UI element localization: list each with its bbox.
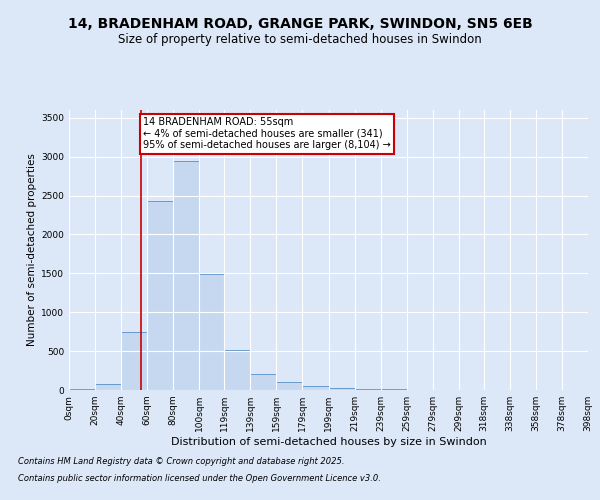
X-axis label: Distribution of semi-detached houses by size in Swindon: Distribution of semi-detached houses by …: [170, 437, 487, 447]
Text: 14 BRADENHAM ROAD: 55sqm
← 4% of semi-detached houses are smaller (341)
95% of s: 14 BRADENHAM ROAD: 55sqm ← 4% of semi-de…: [143, 117, 391, 150]
Bar: [199, 274, 224, 390]
Bar: [121, 332, 147, 390]
Text: 14, BRADENHAM ROAD, GRANGE PARK, SWINDON, SN5 6EB: 14, BRADENHAM ROAD, GRANGE PARK, SWINDON…: [68, 18, 532, 32]
Bar: [250, 374, 277, 390]
Bar: [302, 386, 329, 390]
Bar: [173, 160, 199, 390]
Bar: [329, 388, 355, 390]
Bar: [69, 389, 95, 390]
Bar: [224, 350, 250, 390]
Bar: [355, 389, 380, 390]
Text: Contains public sector information licensed under the Open Government Licence v3: Contains public sector information licen…: [18, 474, 381, 483]
Y-axis label: Number of semi-detached properties: Number of semi-detached properties: [27, 154, 37, 346]
Text: Contains HM Land Registry data © Crown copyright and database right 2025.: Contains HM Land Registry data © Crown c…: [18, 458, 344, 466]
Bar: [95, 384, 121, 390]
Bar: [147, 201, 173, 390]
Text: Size of property relative to semi-detached houses in Swindon: Size of property relative to semi-detach…: [118, 32, 482, 46]
Bar: [380, 389, 407, 390]
Bar: [277, 382, 302, 390]
